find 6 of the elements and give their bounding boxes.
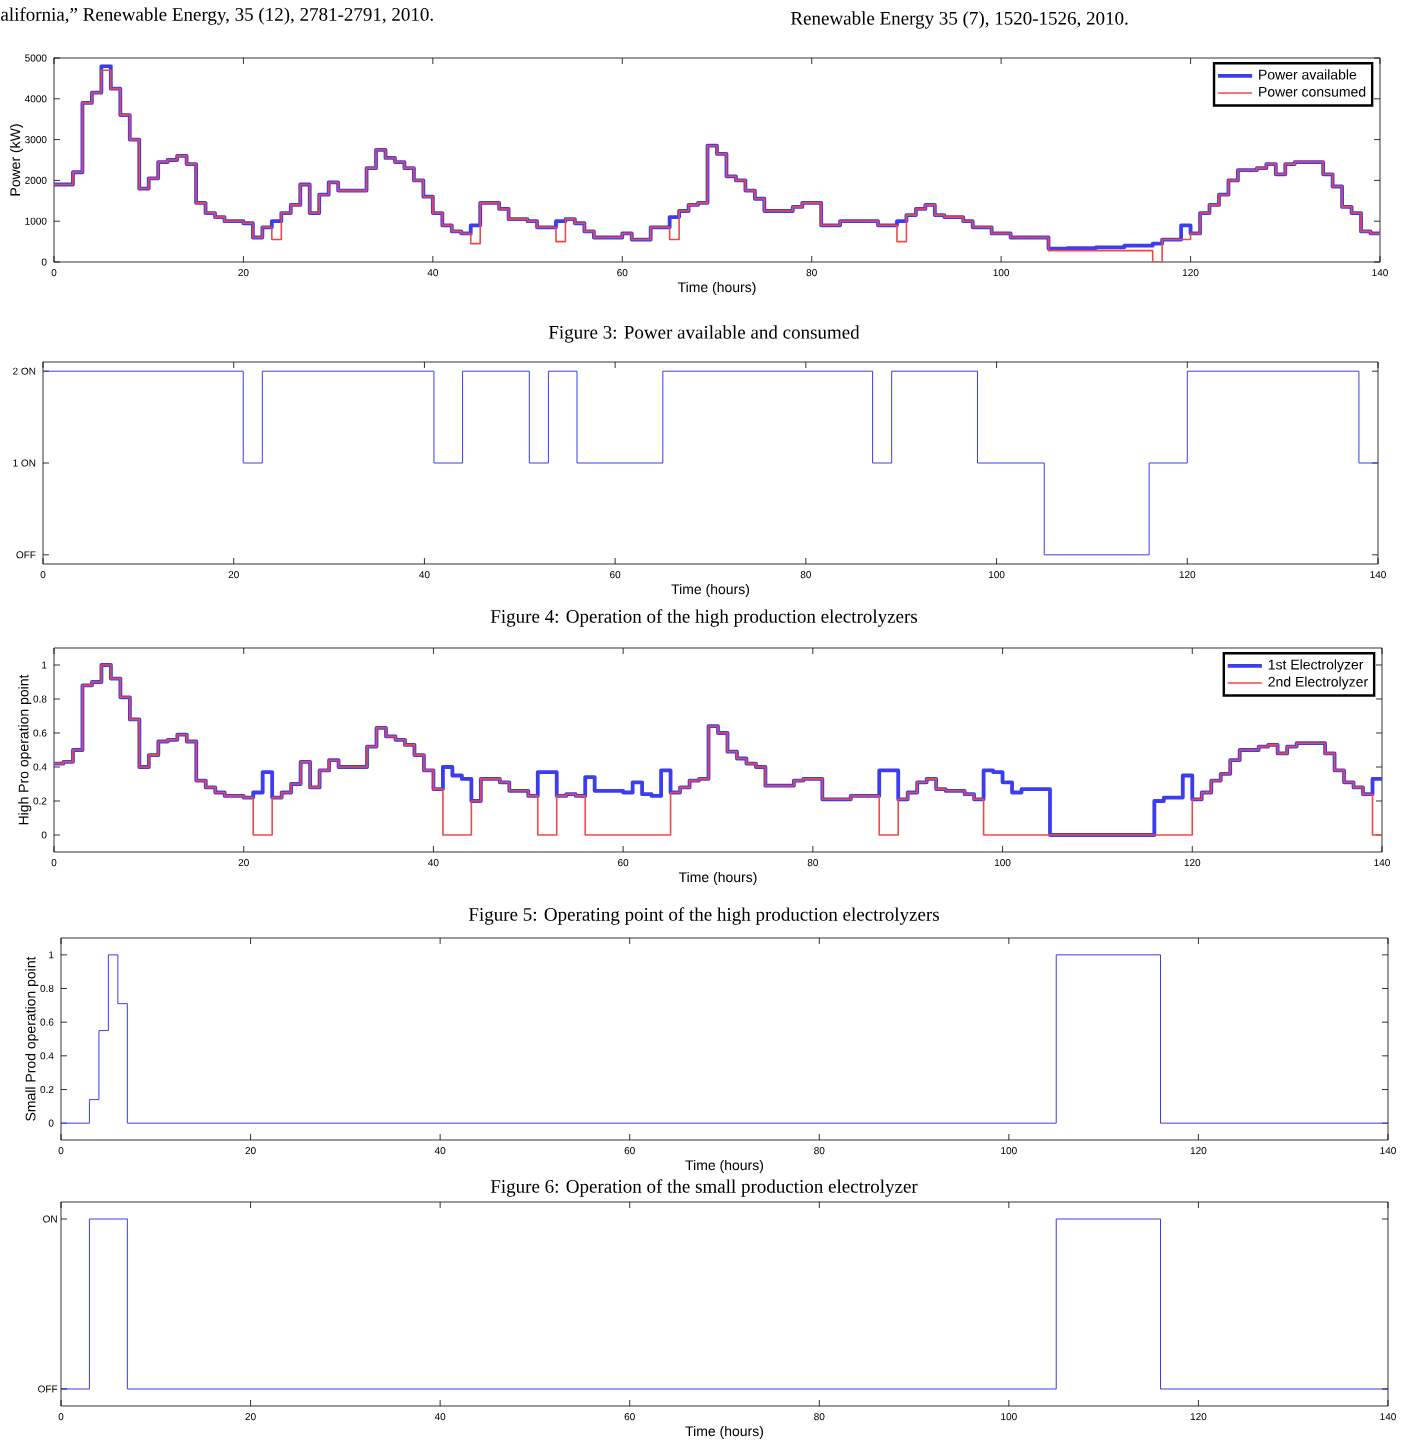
text: Renewable Energy 35 (7), 1520-1526, 2010. [790,11,1128,29]
caption: Figure 3: Power available and consumed [548,325,860,343]
caption: Figure 4: Operation of the high production electrolyzers [490,609,918,627]
caption: Figure 5: Operating point of the high production electrolyzers [468,907,939,925]
caption: Figure 6: Operation of the small production electrolyzer [490,1179,918,1197]
text: alifornia,” Renewable Energy, 35 (12), 2781-2791, 2010. [1,7,433,25]
